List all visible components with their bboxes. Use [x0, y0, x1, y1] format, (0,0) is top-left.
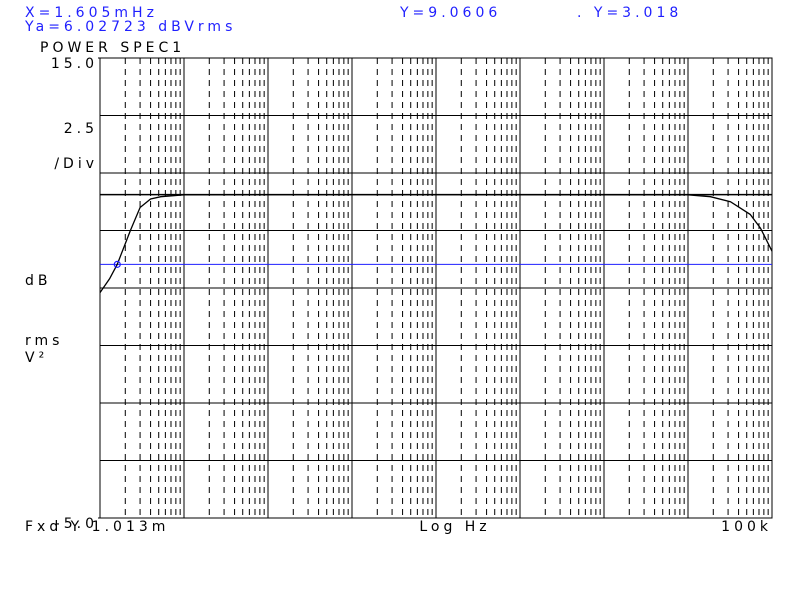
- x-axis-label: Log Hz: [419, 519, 490, 535]
- plot-frame: [99, 57, 773, 519]
- marker-x-readout: X=1.605mHz: [25, 5, 158, 21]
- y-tick-label: -5.0: [55, 516, 98, 532]
- y-unit: V²: [25, 350, 48, 366]
- y-tick-label: 15.0: [51, 56, 98, 72]
- trace: [99, 193, 773, 293]
- x-start-label: Fxd Y 1.013m: [25, 519, 169, 535]
- marker: [113, 260, 121, 268]
- ref-y-readout: Y=9.0606: [399, 5, 501, 21]
- y-div: 2.5: [64, 121, 98, 137]
- chart-title: POWER SPEC1: [40, 40, 185, 56]
- y-unit: rms: [25, 333, 63, 349]
- marker-y-readout: Ya=6.02723 dBVrms: [24, 19, 236, 35]
- delta-y-readout: . Y=3.018: [577, 5, 682, 21]
- x-end-label: 100k: [721, 519, 772, 535]
- y-div-unit: /Div: [54, 156, 98, 172]
- y-unit: dB: [25, 273, 52, 289]
